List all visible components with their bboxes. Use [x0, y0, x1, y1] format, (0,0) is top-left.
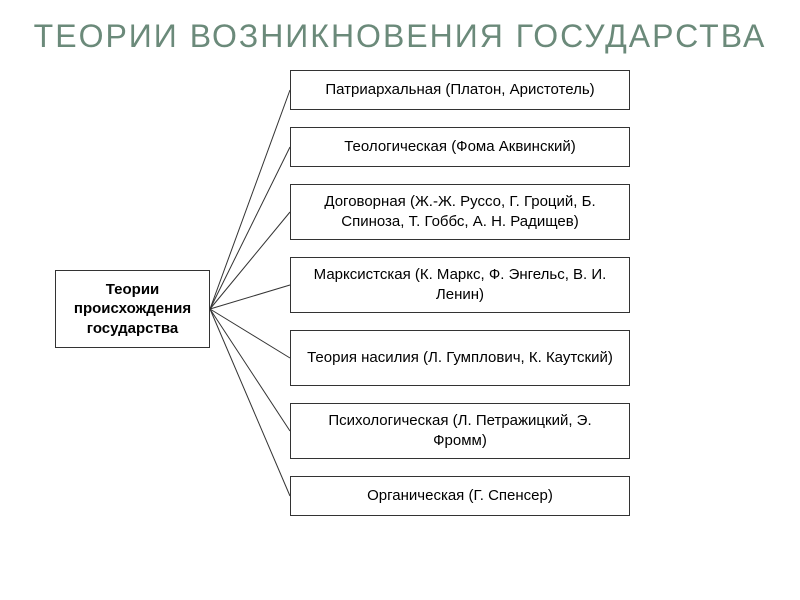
leaf-node: Марксистская (К. Маркс, Ф. Энгельс, В. И… [290, 257, 630, 313]
root-node: Теории происхождения государства [55, 270, 210, 348]
leaf-label: Теологическая (Фома Аквинский) [344, 137, 576, 157]
leaf-node: Договорная (Ж.-Ж. Руссо, Г. Гроций, Б. С… [290, 184, 630, 240]
root-label: Теории происхождения государства [61, 280, 204, 339]
leaf-node: Патриархальная (Платон, Аристотель) [290, 70, 630, 110]
leaf-node: Психологическая (Л. Петражицкий, Э. Фром… [290, 403, 630, 459]
leaf-label: Теория насилия (Л. Гумплович, К. Каутски… [307, 348, 613, 368]
leaf-node: Теория насилия (Л. Гумплович, К. Каутски… [290, 330, 630, 386]
leaf-node: Органическая (Г. Спенсер) [290, 476, 630, 516]
leaf-label: Органическая (Г. Спенсер) [367, 486, 553, 506]
leaf-label: Договорная (Ж.-Ж. Руссо, Г. Гроций, Б. С… [301, 192, 619, 231]
tree-diagram: Теории происхождения государства Патриар… [0, 65, 800, 555]
page-title: ТЕОРИИ ВОЗНИКНОВЕНИЯ ГОСУДАРСТВА [0, 0, 800, 65]
leaf-label: Марксистская (К. Маркс, Ф. Энгельс, В. И… [301, 265, 619, 304]
leaf-label: Патриархальная (Платон, Аристотель) [325, 80, 594, 100]
leaf-label: Психологическая (Л. Петражицкий, Э. Фром… [301, 411, 619, 450]
leaf-node: Теологическая (Фома Аквинский) [290, 127, 630, 167]
